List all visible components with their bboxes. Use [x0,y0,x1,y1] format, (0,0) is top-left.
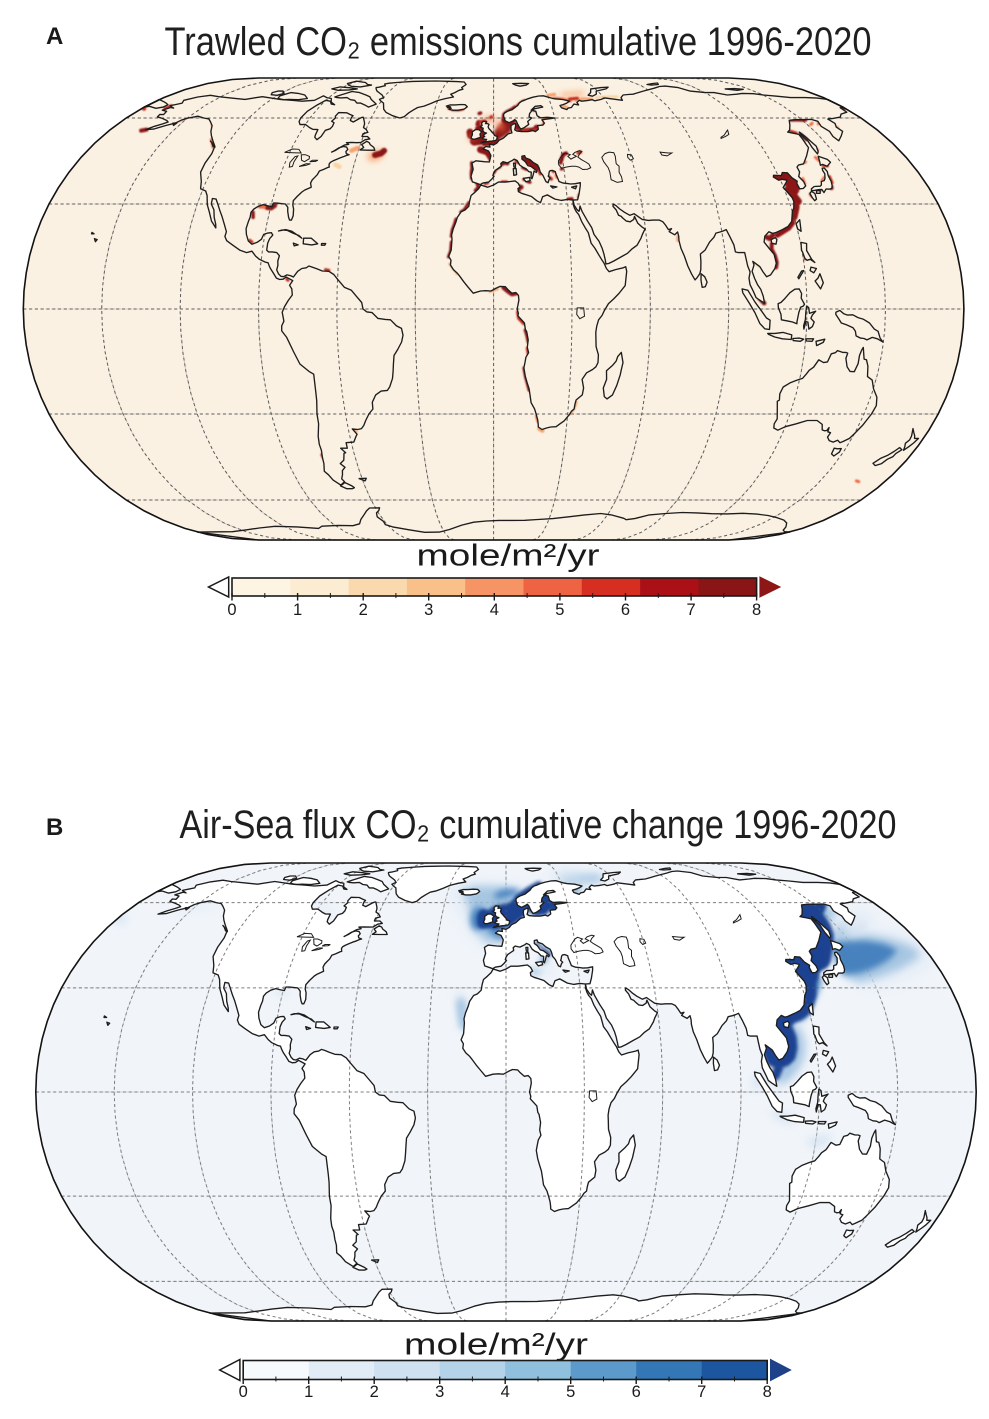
svg-text:8: 8 [752,601,761,619]
svg-text:0: 0 [239,1383,248,1401]
svg-text:Air-Sea flux CO₂ cumulative ch: Air-Sea flux CO₂ cumulative change 1996-… [180,803,897,847]
svg-text:mole/m²/yr: mole/m²/yr [417,538,600,573]
svg-text:4: 4 [501,1383,510,1401]
svg-text:2: 2 [370,1383,379,1401]
svg-text:Trawled CO₂ emissions cumulati: Trawled CO₂ emissions cumulative 1996-20… [165,20,872,64]
svg-text:5: 5 [555,601,564,619]
svg-text:8: 8 [763,1383,772,1401]
svg-text:B: B [46,814,63,841]
svg-text:5: 5 [566,1383,575,1401]
svg-text:6: 6 [621,601,630,619]
svg-text:3: 3 [435,1383,444,1401]
svg-text:6: 6 [632,1383,641,1401]
svg-text:2: 2 [359,601,368,619]
svg-text:7: 7 [697,1383,706,1401]
svg-text:3: 3 [424,601,433,619]
svg-text:0: 0 [227,601,236,619]
svg-text:7: 7 [687,601,696,619]
svg-text:mole/m²/yr: mole/m²/yr [404,1327,588,1362]
svg-text:1: 1 [304,1383,313,1401]
svg-text:A: A [46,23,63,50]
svg-text:4: 4 [490,601,499,619]
svg-text:1: 1 [293,601,302,619]
